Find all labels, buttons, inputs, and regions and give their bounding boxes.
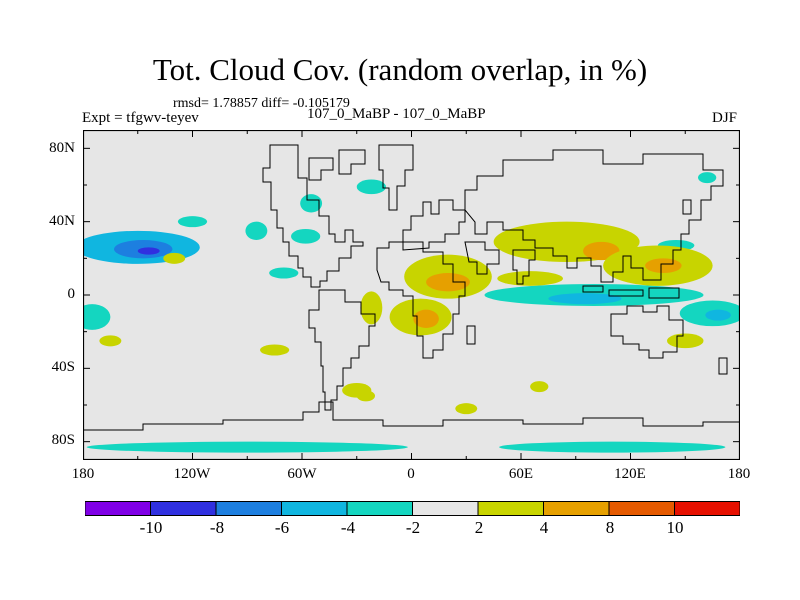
anomaly-patch bbox=[360, 291, 383, 325]
lon-label-120w: 120W bbox=[173, 466, 211, 482]
coastline-arabia bbox=[464, 241, 500, 275]
colorbar-label-8: 8 bbox=[605, 518, 615, 537]
anomaly-patch bbox=[698, 172, 717, 184]
anomaly-patch bbox=[99, 335, 122, 347]
lat-label-40n: 40N bbox=[49, 213, 75, 229]
anomaly-patch bbox=[163, 252, 186, 264]
anomaly-patch bbox=[667, 333, 704, 349]
anomaly-patch bbox=[83, 304, 111, 330]
coastline-africa bbox=[376, 241, 466, 359]
coastline-europe bbox=[402, 199, 466, 251]
cloud-cover-difference-map bbox=[83, 130, 740, 460]
anomaly-patch bbox=[548, 293, 622, 305]
anomaly-patch bbox=[530, 381, 549, 393]
anomaly-patch bbox=[269, 267, 299, 279]
colorbar-label-minus10: -10 bbox=[139, 518, 163, 537]
anomaly-patch bbox=[426, 273, 470, 292]
anomaly-patch bbox=[177, 216, 208, 228]
anomaly-patch bbox=[497, 271, 563, 286]
colorbar-label-minus2: -2 bbox=[405, 518, 421, 537]
colorbar-box bbox=[543, 501, 610, 516]
anomaly-patch bbox=[413, 309, 439, 328]
plot-title: Tot. Cloud Cov. (random overlap, in %) bbox=[152, 52, 648, 87]
lon-label-0: 0 bbox=[407, 466, 415, 482]
anomaly-patch bbox=[86, 441, 408, 453]
anomaly-patch bbox=[137, 247, 160, 255]
coastline-south-america bbox=[308, 289, 376, 411]
colorbar-label-minus4: -4 bbox=[340, 518, 356, 537]
colorbar-box bbox=[346, 501, 413, 516]
lat-label-40s: 40S bbox=[51, 359, 75, 375]
season-label: DJF bbox=[712, 110, 738, 126]
experiment-label: Expt = tfgwv-teyev bbox=[82, 110, 199, 126]
colorbar-box bbox=[608, 501, 675, 516]
axis-ticks bbox=[83, 130, 740, 460]
coastline-new-zealand bbox=[718, 357, 728, 375]
lon-label-60e: 60E bbox=[508, 466, 534, 482]
case-label: 107_0_MaBP - 107_0_MaBP bbox=[307, 106, 486, 122]
colorbar bbox=[85, 501, 740, 516]
colorbar-label-minus6: -6 bbox=[274, 518, 290, 537]
colorbar-label-minus8: -8 bbox=[209, 518, 225, 537]
lon-label-60w: 60W bbox=[287, 466, 317, 482]
anomaly-patch bbox=[455, 403, 478, 415]
colorbar-box bbox=[412, 501, 479, 516]
coastline-antarctica bbox=[83, 401, 740, 431]
colorbar-label-10: 10 bbox=[666, 518, 684, 537]
anomaly-patch bbox=[356, 179, 386, 195]
anomaly-patch bbox=[291, 229, 321, 244]
lat-label-0: 0 bbox=[67, 286, 76, 302]
lon-label-180w: 180 bbox=[71, 466, 95, 482]
coastline bbox=[83, 144, 740, 431]
colorbar-box bbox=[215, 501, 282, 516]
coastline-indonesia bbox=[582, 285, 680, 299]
coastline-greenland bbox=[378, 144, 414, 211]
coastline-north-america bbox=[262, 144, 364, 288]
anomaly-patch bbox=[260, 344, 290, 356]
anomaly-contours bbox=[83, 172, 740, 453]
anomaly-patch bbox=[705, 309, 731, 321]
colorbar-box bbox=[674, 501, 740, 516]
coastline-arctic-islands bbox=[308, 149, 366, 181]
coastline-asia bbox=[464, 149, 724, 283]
anomaly-patch bbox=[583, 241, 620, 261]
colorbar-boxes bbox=[85, 501, 740, 516]
anomaly-patch bbox=[499, 441, 726, 453]
anomaly-patch bbox=[645, 258, 682, 273]
coastline-australia bbox=[610, 305, 684, 359]
coastline-india bbox=[512, 249, 536, 285]
colorbar-box bbox=[477, 501, 544, 516]
colorbar-box bbox=[85, 501, 151, 516]
lon-label-120e: 120E bbox=[614, 466, 646, 482]
lon-label-180e: 180 bbox=[727, 466, 751, 482]
lat-label-80s: 80S bbox=[51, 432, 75, 448]
colorbar-label-2: 2 bbox=[474, 518, 484, 537]
coastline-madagascar bbox=[466, 325, 476, 345]
coastline-japan bbox=[682, 199, 692, 215]
colorbar-box bbox=[281, 501, 348, 516]
anomaly-patch bbox=[245, 221, 268, 240]
colorbar-label-4: 4 bbox=[539, 518, 549, 537]
anomaly-patch bbox=[356, 390, 375, 402]
lat-label-80n: 80N bbox=[49, 140, 75, 156]
colorbar-box bbox=[150, 501, 217, 516]
anomaly-patch bbox=[300, 194, 323, 213]
rmsd-diff-stats: rmsd= 1.78857 diff= -0.105179 bbox=[173, 96, 350, 111]
